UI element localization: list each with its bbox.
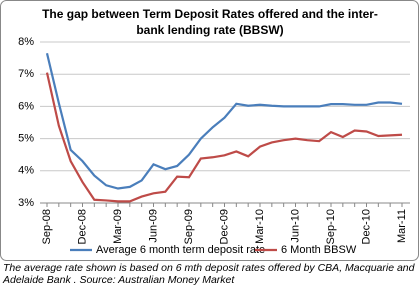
x-tick-label: Dec-09 xyxy=(218,209,230,244)
caption: The average rate shown is based on 6 mth… xyxy=(3,262,415,286)
chart-title: The gap between Term Deposit Rates offer… xyxy=(42,7,378,37)
y-tick-label: 8% xyxy=(18,36,34,48)
chart: 3% 4% 5% 6% 7% 8% Sep-08 Dec-08 Mar-09 Jun-09 Sep-… xyxy=(0,0,419,261)
x-tick-label: Sep-08 xyxy=(41,209,53,244)
x-tick-label: Dec-08 xyxy=(76,209,88,244)
x-tick-label: Mar-10 xyxy=(254,209,266,244)
x-tick-label: Dec-10 xyxy=(360,209,372,244)
x-tick-label: Sep-09 xyxy=(183,209,195,244)
x-tick-label: Jun-09 xyxy=(147,209,159,243)
x-tick-label: Jun-10 xyxy=(289,209,301,243)
legend-label: Average 6 month term deposit rate xyxy=(96,244,265,256)
x-tick-label: Sep-10 xyxy=(325,209,337,244)
legend-label: 6 Month BBSW xyxy=(281,244,357,256)
y-tick-label: 7% xyxy=(18,68,34,80)
y-tick-label: 4% xyxy=(18,165,34,177)
y-tick-label: 6% xyxy=(18,100,34,112)
x-tick-label: Mar-09 xyxy=(112,209,124,244)
y-tick-label: 5% xyxy=(18,133,34,145)
x-tick-label: Mar-11 xyxy=(396,209,408,243)
series-line xyxy=(45,72,403,203)
y-tick-label: 3% xyxy=(18,197,34,209)
series-line xyxy=(45,53,403,190)
